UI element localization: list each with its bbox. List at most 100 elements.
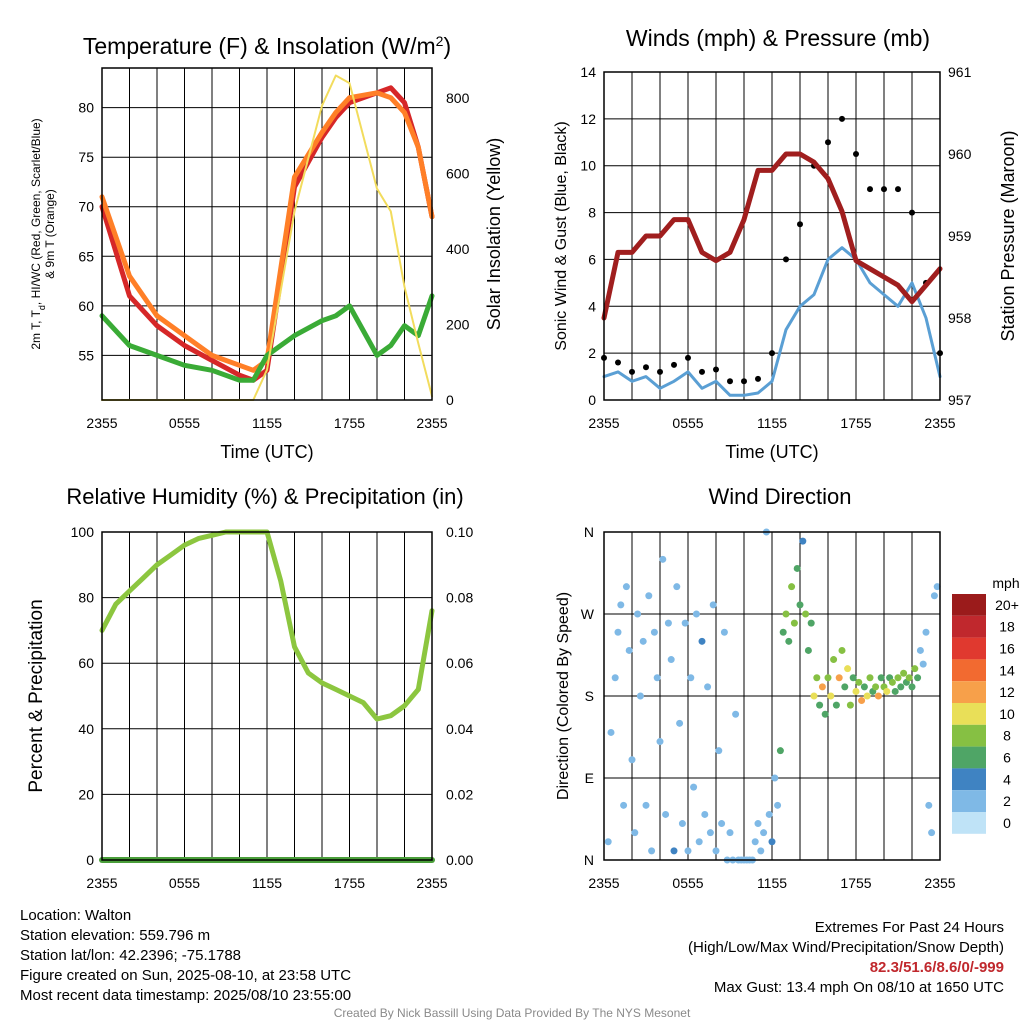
direction-point — [860, 683, 868, 691]
direction-point — [768, 838, 776, 846]
direction-point — [804, 646, 812, 654]
y-tick-label: 8 — [588, 205, 596, 221]
timestamp-text: Most recent data timestamp: 2025/08/10 2… — [20, 987, 352, 1004]
chart-title: Wind Direction — [708, 484, 851, 509]
y-tick-label: 2 — [588, 345, 596, 361]
direction-point — [673, 583, 681, 591]
gust-point — [895, 186, 901, 193]
x-tick-label: 2355 — [588, 875, 619, 891]
y-tick-label: 80 — [78, 590, 94, 606]
y-axis-label: Percent & Precipitation — [26, 599, 47, 792]
y-tick-label: 20 — [78, 786, 94, 802]
direction-point — [760, 829, 768, 837]
gust-point — [867, 186, 873, 193]
direction-point — [891, 687, 899, 695]
direction-point — [706, 829, 714, 837]
direction-point — [620, 801, 628, 809]
sonic-wind-series — [602, 246, 942, 397]
y2-tick-label: 800 — [446, 90, 470, 106]
direction-point — [877, 674, 885, 682]
direction-point — [824, 674, 832, 682]
max-gust-text: Max Gust: 13.4 mph On 08/10 at 1650 UTC — [713, 979, 1004, 996]
y2-tick-label: 0 — [446, 392, 454, 408]
legend-swatch — [952, 681, 986, 703]
y-tick-label: 12 — [580, 111, 596, 127]
direction-point — [625, 646, 633, 654]
direction-point — [888, 678, 896, 686]
extremes-info: Extremes For Past 24 Hours (High/Low/Max… — [688, 918, 1004, 998]
dewpoint-series — [99, 293, 435, 383]
y2-tick-label: 958 — [948, 310, 972, 326]
direction-point — [732, 710, 740, 718]
direction-point — [634, 610, 642, 618]
direction-point — [628, 756, 636, 764]
y2-axis-label: Station Pressure (Maroon) — [998, 130, 1018, 341]
direction-point — [813, 674, 821, 682]
direction-point — [659, 555, 667, 563]
direction-point — [645, 592, 653, 600]
direction-point — [776, 747, 784, 755]
humidity-panel: 2355 0555 1155 1755 2355 0 0.00 20 0.02 40 0.04 60 0… — [26, 484, 473, 891]
gust-point — [853, 151, 859, 157]
legend-label: 14 — [999, 662, 1015, 678]
x-tick-label: 1155 — [252, 875, 282, 891]
direction-point — [922, 628, 930, 636]
gust-point — [769, 350, 775, 357]
x-tick-label: 1155 — [757, 875, 787, 891]
legend-swatch — [952, 746, 986, 769]
direction-point — [799, 537, 807, 545]
direction-point — [919, 660, 927, 668]
direction-point — [771, 774, 779, 782]
plot-frame — [101, 531, 433, 861]
y-tick-label: 0 — [588, 392, 596, 408]
chart-title: Winds (mph) & Pressure (mb) — [626, 25, 930, 51]
direction-point — [905, 674, 913, 682]
x-tick-label: 0555 — [169, 875, 200, 891]
x-tick-label: 1755 — [840, 415, 871, 431]
direction-point — [796, 601, 804, 609]
chart-title: Relative Humidity (%) & Precipitation (i… — [66, 484, 463, 509]
wind-direction-panel: 2355 0555 1155 1755 2355 N E S W N Wind Direction D… — [555, 484, 1020, 891]
plot-frame — [603, 531, 941, 861]
direction-point — [863, 692, 871, 700]
direction-point — [807, 619, 815, 627]
y-tick-label: 100 — [71, 524, 95, 540]
temperature-panel: 2355 0555 1155 1755 235555606570758002004006… — [29, 33, 504, 462]
y-axis-label: Direction (Colored By Speed) — [555, 592, 572, 800]
direction-point — [774, 801, 782, 809]
direction-point — [656, 738, 664, 746]
gust-point — [671, 361, 677, 368]
x-tick-label: 2355 — [416, 415, 447, 431]
direction-point — [695, 838, 703, 846]
direction-point — [802, 610, 810, 618]
x-tick-label: 1155 — [757, 415, 787, 431]
direction-point — [916, 646, 924, 654]
y2-tick-label: 0.08 — [446, 590, 473, 606]
direction-point — [911, 665, 919, 673]
y2-tick-label: 0.02 — [446, 786, 473, 802]
direction-point — [855, 678, 863, 686]
y-tick-label: N — [584, 852, 594, 868]
station-info: Location: Walton Station elevation: 559.… — [20, 906, 351, 1006]
direction-point — [712, 847, 720, 855]
credit-text: Created By Nick Bassill Using Data Provi… — [333, 1006, 691, 1020]
x-tick-label: 0555 — [169, 415, 200, 431]
direction-point — [720, 628, 728, 636]
direction-point — [681, 619, 689, 627]
direction-point — [751, 838, 759, 846]
gust-point — [643, 364, 649, 371]
direction-point — [897, 683, 905, 691]
legend-label: 16 — [999, 641, 1015, 657]
legend-swatch — [952, 594, 986, 616]
direction-point — [874, 692, 882, 700]
direction-point — [670, 847, 678, 855]
direction-point — [676, 719, 684, 727]
direction-point — [846, 701, 854, 709]
direction-point — [908, 683, 916, 691]
y2-axis-label: Solar Insolation (Yellow) — [484, 138, 504, 330]
direction-point — [933, 583, 941, 591]
direction-point — [690, 783, 698, 791]
legend-label: 6 — [1003, 750, 1011, 766]
direction-point — [816, 701, 824, 709]
